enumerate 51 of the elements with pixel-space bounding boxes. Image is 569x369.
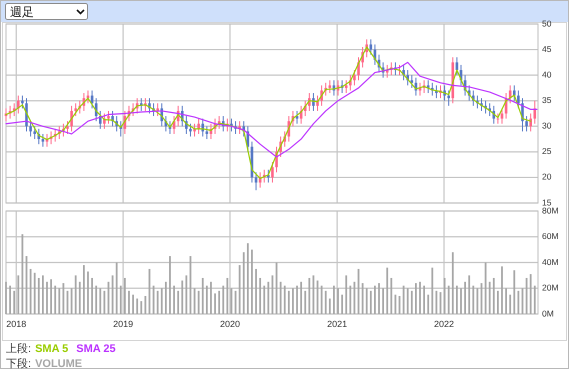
text: SMA 5 — [35, 343, 68, 355]
text: VOLUME — [35, 358, 82, 369]
candlestick — [271, 162, 274, 184]
candlestick — [21, 95, 24, 109]
candlestick — [517, 90, 520, 109]
y-tick-label: 0M — [542, 308, 554, 318]
x-tick-label: 2019 — [113, 319, 134, 329]
y-tick-label: 35 — [542, 94, 552, 105]
candlestick — [418, 82, 422, 96]
y-tick-label: 45 — [542, 44, 552, 54]
y-tick-label: 30 — [542, 120, 552, 131]
candlestick — [189, 123, 192, 138]
candlestick — [90, 90, 94, 109]
candlestick — [525, 116, 528, 132]
candlestick — [447, 90, 450, 106]
candlestick — [500, 108, 504, 124]
candlestick — [107, 110, 110, 124]
y-tick-label: 50 — [542, 18, 552, 28]
y-tick-label: 40M — [542, 256, 559, 267]
candlestick — [370, 38, 372, 56]
candlestick — [42, 133, 44, 148]
y-tick-label: 20M — [542, 282, 559, 292]
candlestick — [344, 80, 348, 94]
legend-title: 上段: — [6, 342, 32, 355]
y-tick-label: 15 — [542, 197, 552, 208]
y-tick-label: 20 — [542, 172, 552, 182]
text: SMA 25 — [76, 343, 116, 355]
candlestick — [33, 126, 36, 140]
candlestick — [456, 56, 458, 76]
candlestick — [316, 95, 319, 112]
y-tick-label: 60M — [542, 231, 559, 241]
candlestick — [328, 80, 332, 94]
y-tick-label: 40 — [542, 69, 552, 80]
candlestick — [357, 56, 360, 81]
candlestick — [296, 110, 298, 124]
candlestick — [529, 113, 532, 132]
x-tick-label: 2020 — [220, 319, 240, 329]
x-tick-label: 2022 — [434, 319, 454, 329]
candlestick — [86, 90, 90, 104]
candlestick — [206, 126, 208, 140]
candlestick — [254, 172, 258, 191]
x-tick-label: 2021 — [327, 319, 348, 329]
text: 週足 — [10, 5, 34, 19]
legend-title: 下段: — [6, 358, 32, 369]
candlestick — [66, 120, 69, 134]
y-tick-label: 25 — [542, 146, 552, 156]
candlestick — [29, 120, 32, 138]
candlestick — [496, 113, 500, 124]
x-tick-label: 2018 — [6, 319, 26, 329]
y-tick-label: 80M — [542, 205, 559, 216]
candlestick — [353, 70, 356, 86]
